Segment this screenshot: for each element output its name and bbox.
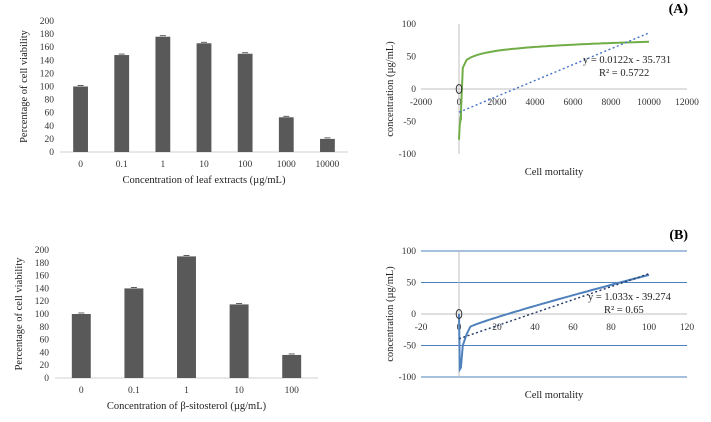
mortA-x-tick-label: 4000	[526, 98, 545, 108]
panel-label-a: (A)	[669, 2, 689, 17]
mortB-y-tick-label: 100	[402, 247, 417, 257]
sito-bar	[229, 304, 249, 378]
panel-label-b: (B)	[669, 228, 688, 243]
mortB-y-tick-label: -50	[403, 342, 416, 352]
sito-y-tick-label: 200	[35, 246, 50, 256]
leaf-y-tick-label: 120	[40, 69, 55, 79]
leaf-x-tick-label: 100	[238, 160, 253, 170]
sito-y-tick-label: 40	[40, 348, 50, 358]
mortA-y-tick-label: 0	[411, 85, 416, 95]
sito-x-tick-label: 0	[79, 386, 84, 396]
mortB-data-series	[458, 273, 650, 373]
leaf-y-tick-label: 0	[49, 148, 54, 158]
mortA-trend-r2: R² = 0.5722	[599, 68, 649, 79]
mortB-y-axis-title: concentration (µg/mL)	[385, 266, 396, 362]
mortB-y-tick-label: 0	[411, 310, 416, 320]
sito-x-tick-label: 100	[285, 386, 300, 396]
mortB-x-tick-label: 120	[680, 323, 695, 333]
sito-y-tick-label: 20	[40, 361, 50, 371]
mortA-origin-marker	[455, 84, 463, 94]
mortA-y-tick-label: -100	[399, 150, 417, 160]
sito-y-tick-label: 80	[40, 323, 50, 333]
sito-y-tick-label: 0	[44, 374, 49, 384]
mortA-data-series	[458, 40, 650, 140]
leaf-x-tick-label: 0	[78, 160, 83, 170]
mortB-x-tick-label: -20	[415, 323, 428, 333]
leaf-bar	[114, 55, 130, 153]
sito-y-tick-label: 100	[35, 310, 50, 320]
mortA-trendline	[458, 32, 650, 113]
sito-bar	[124, 288, 144, 378]
leaf-y-tick-label: 140	[40, 56, 55, 66]
leaf-x-tick-label: 0.1	[116, 160, 128, 170]
mortA-x-tick-label: 2000	[488, 98, 507, 108]
mortA-x-tick-label: 8000	[602, 98, 621, 108]
sito-x-tick-label: 1	[184, 386, 189, 396]
sito-y-axis-title: Percentage of cell viability	[14, 257, 25, 371]
mortB-trendline	[458, 273, 650, 340]
leaf-x-axis-title: Concentration of leaf extracts (µg/mL)	[123, 175, 286, 186]
sito-x-axis-title: Concentration of β-sitosterol (µg/mL)	[107, 401, 267, 412]
sito-bar	[282, 354, 302, 378]
mortB-x-tick-label: 80	[606, 323, 616, 333]
leaf-bar	[320, 138, 335, 152]
mortB-x-axis-title: Cell mortality	[525, 390, 584, 401]
leaf-y-tick-label: 80	[45, 96, 55, 106]
leaf-y-axis-title: Percentage of cell viability	[19, 29, 30, 143]
sito-y-tick-label: 160	[35, 272, 50, 282]
leaf-y-tick-label: 200	[40, 17, 55, 27]
mortA-x-tick-label: 10000	[637, 98, 661, 108]
sito-y-tick-label: 60	[40, 336, 50, 346]
mortA-y-tick-label: 50	[407, 53, 417, 63]
leaf-y-tick-label: 40	[45, 122, 55, 132]
leaf-y-tick-label: 160	[40, 43, 55, 53]
leaf-bar	[196, 43, 212, 152]
sito-y-tick-label: 120	[35, 297, 50, 307]
mortA-x-tick-label: 6000	[564, 98, 583, 108]
mortB-x-tick-label: 60	[568, 323, 578, 333]
leaf-y-tick-label: 60	[45, 109, 55, 119]
mortB-y-tick-label: -100	[399, 373, 417, 383]
sito-y-tick-label: 140	[35, 284, 50, 294]
mortA-x-axis-title: Cell mortality	[525, 167, 584, 178]
mortA-x-tick-label: 0	[457, 98, 462, 108]
leaf-x-tick-label: 10000	[316, 160, 340, 170]
sito-x-tick-label: 10	[234, 386, 244, 396]
leaf-bar	[155, 36, 171, 152]
sito-bar	[177, 256, 196, 378]
mortB-x-tick-label: 20	[492, 323, 502, 333]
mortB-y-tick-label: 50	[407, 279, 417, 289]
sito-bar	[71, 314, 91, 378]
sito-x-tick-label: 0.1	[128, 386, 140, 396]
leaf-y-tick-label: 20	[45, 135, 55, 145]
leaf-x-tick-label: 10	[199, 160, 209, 170]
leaf-bar	[73, 86, 88, 152]
mortB-x-tick-label: 40	[530, 323, 540, 333]
leaf-y-tick-label: 180	[40, 30, 55, 40]
leaf-x-tick-label: 1	[160, 160, 165, 170]
mortA-x-tick-label: 12000	[675, 98, 699, 108]
sito-y-tick-label: 180	[35, 259, 50, 269]
mortB-x-tick-label: 100	[642, 323, 657, 333]
mortA-x-tick-label: -2000	[410, 98, 432, 108]
leaf-bar	[278, 117, 294, 152]
mortB-origin-marker	[455, 309, 463, 319]
mortA-y-axis-title: concentration (µg/mL)	[385, 41, 396, 137]
mortA-y-tick-label: -50	[403, 118, 416, 128]
mortA-y-tick-label: 100	[402, 20, 417, 30]
mortB-trend-equation: y = 1.033x - 39.274	[588, 292, 672, 303]
leaf-y-tick-label: 100	[40, 83, 55, 93]
leaf-bar	[237, 53, 253, 152]
mortA-trend-equation: y = 0.0122x - 35.731	[583, 55, 671, 66]
mortB-trend-r2: R² = 0.65	[604, 305, 644, 316]
leaf-x-tick-label: 1000	[277, 160, 296, 170]
